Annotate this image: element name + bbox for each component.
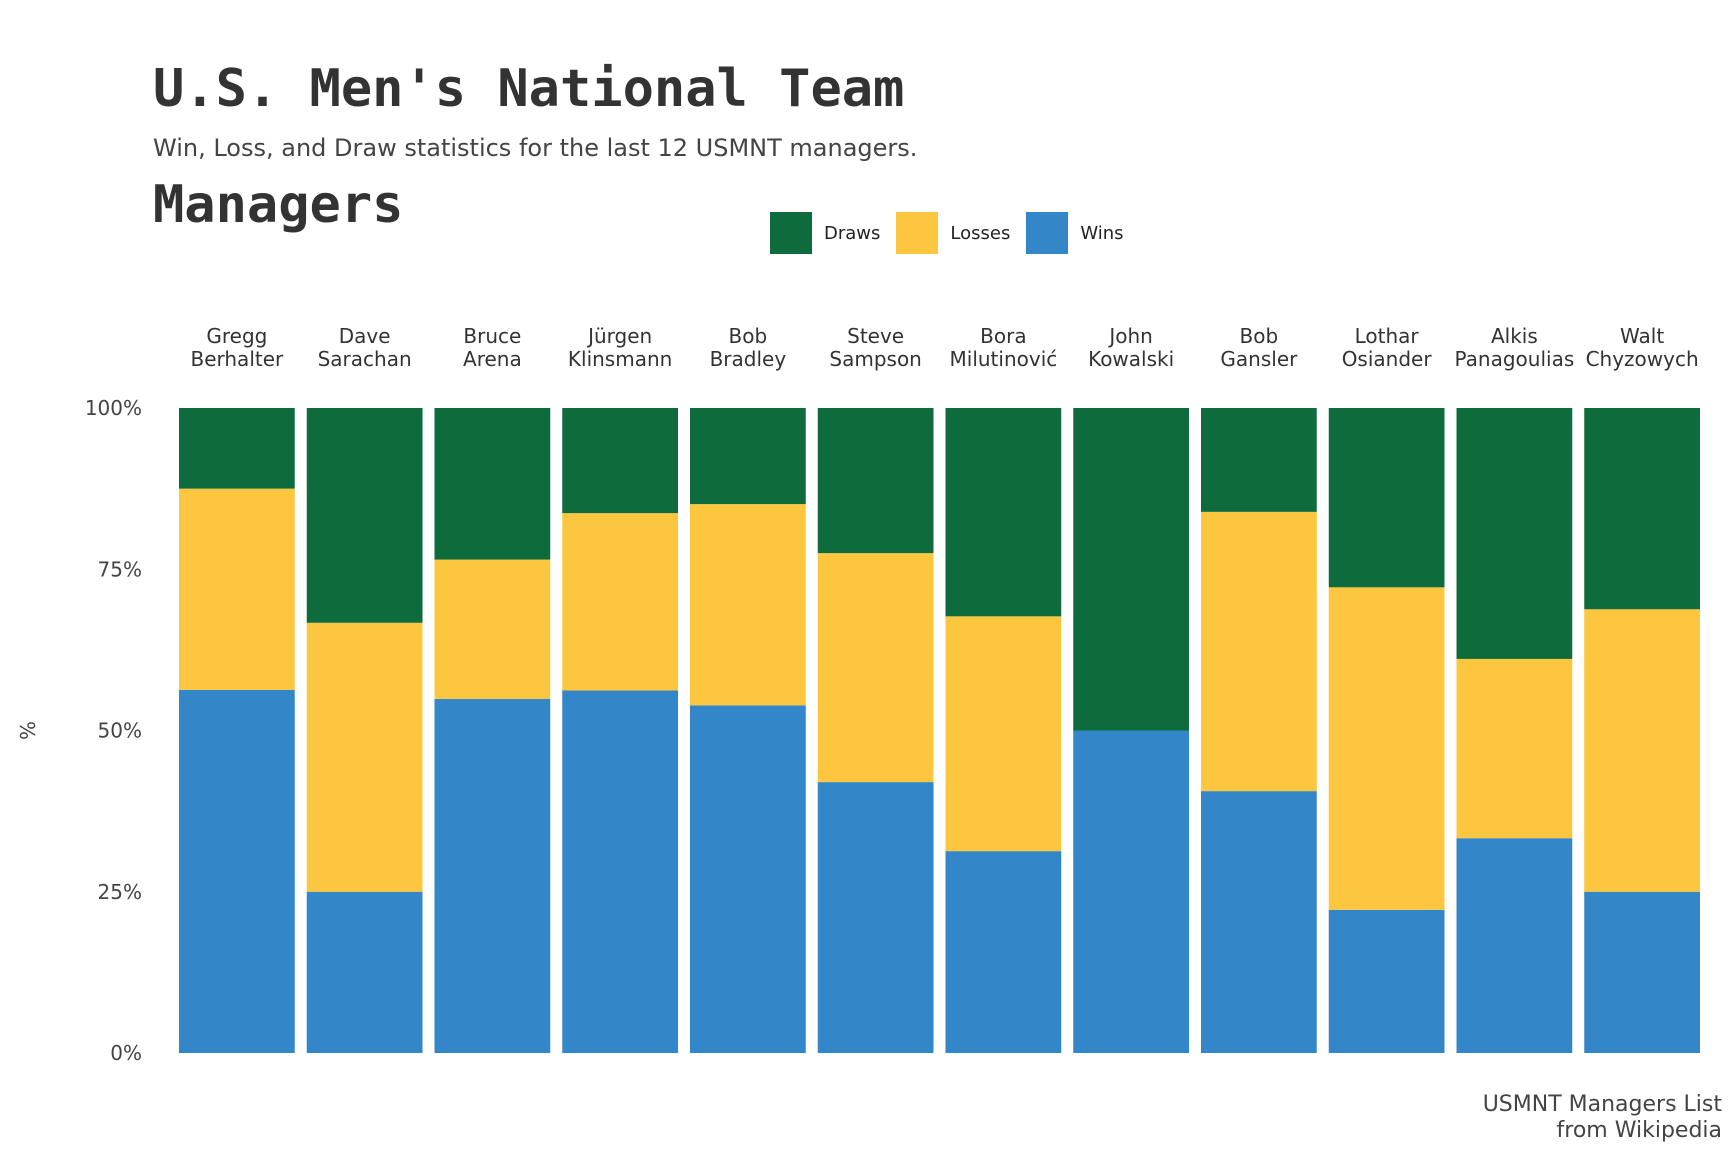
x-category-label: Alkis Panagoulias — [1455, 324, 1575, 371]
x-category-label: Steve Sampson — [829, 324, 921, 371]
bar-segment-losses — [562, 513, 678, 691]
bar-segment-draws — [1328, 408, 1445, 588]
x-category-label: Bob Gansler — [1220, 324, 1298, 371]
bar-segment-draws — [690, 408, 806, 505]
bar-segment-draws — [434, 408, 551, 560]
bar-segment-wins — [306, 891, 423, 1053]
bar-segment-losses — [817, 553, 934, 783]
bar-segment-draws — [1201, 408, 1317, 512]
legend-swatch-wins — [1026, 212, 1069, 254]
chart-subtitle: Win, Loss, and Draw statistics for the l… — [153, 134, 918, 162]
caption-line-1: USMNT Managers List — [1482, 1092, 1722, 1117]
legend-label-wins: Wins — [1080, 222, 1124, 244]
bar-segment-losses — [179, 488, 295, 690]
bar-segment-wins — [690, 705, 806, 1053]
bar-segment-wins — [1328, 909, 1445, 1053]
bar-segment-losses — [1456, 658, 1573, 839]
y-tick-label: 25% — [98, 880, 142, 904]
bar-segment-losses — [1328, 587, 1445, 910]
bar-segment-draws — [1073, 408, 1189, 731]
legend-item-wins: Wins — [1026, 212, 1124, 254]
x-category-label: Lothar Osiander — [1342, 324, 1433, 371]
chart-caption: USMNT Managers List from Wikipedia — [1483, 1092, 1722, 1144]
bar-segment-draws — [945, 408, 1062, 617]
x-category-label: Bruce Arena — [463, 324, 522, 371]
bar-segment-draws — [817, 408, 934, 554]
bar-segment-losses — [690, 504, 806, 706]
y-axis-title: % — [15, 721, 39, 740]
caption-line-2: from Wikipedia — [1556, 1118, 1722, 1143]
bar-segment-wins — [1201, 791, 1317, 1053]
y-tick-label: 0% — [110, 1041, 142, 1065]
bar-segment-losses — [1584, 609, 1700, 892]
y-tick-label: 50% — [98, 719, 142, 743]
bar-segment-losses — [1201, 511, 1317, 792]
legend-swatch-draws — [770, 212, 812, 254]
chart-title: U.S. Men's National Team Managers — [153, 2, 1053, 292]
legend-label-draws: Draws — [824, 222, 881, 244]
y-tick-label: 75% — [98, 557, 142, 581]
bar-segment-losses — [945, 616, 1062, 852]
x-category-label: John Kowalski — [1088, 324, 1174, 371]
bar-segment-draws — [1456, 408, 1573, 659]
bar-segment-wins — [945, 851, 1062, 1053]
bar-segment-wins — [1073, 730, 1189, 1053]
bar-segment-losses — [434, 559, 551, 699]
bar-segment-draws — [306, 408, 423, 623]
bar-segment-wins — [1456, 838, 1573, 1053]
bar-segment-wins — [817, 782, 934, 1053]
x-category-label: Gregg Berhalter — [190, 324, 284, 371]
bar-segment-wins — [434, 698, 551, 1053]
x-category-label: Dave Sarachan — [318, 324, 412, 371]
bar-segment-wins — [1584, 891, 1700, 1053]
legend-label-losses: Losses — [950, 222, 1011, 244]
x-category-label: Jürgen Klinsmann — [568, 324, 672, 371]
y-tick-label: 100% — [85, 396, 142, 420]
bar-segment-losses — [306, 622, 423, 892]
x-category-label: Bora Milutinović — [950, 324, 1058, 371]
legend: Draws Losses Wins — [770, 212, 1140, 254]
bar-segment-draws — [1584, 408, 1700, 610]
bar-segment-wins — [562, 690, 678, 1053]
bar-segment-wins — [179, 689, 295, 1053]
x-category-label: Walt Chyzowych — [1586, 324, 1699, 371]
legend-item-draws: Draws — [770, 212, 880, 254]
bar-segment-draws — [562, 408, 678, 514]
bar-segment-draws — [179, 408, 295, 489]
legend-item-losses: Losses — [896, 212, 1010, 254]
chart-title-line-2: Managers — [153, 175, 404, 235]
legend-swatch-losses — [896, 212, 939, 254]
chart-title-line-1: U.S. Men's National Team — [153, 59, 905, 119]
x-category-label: Bob Bradley — [710, 324, 787, 371]
